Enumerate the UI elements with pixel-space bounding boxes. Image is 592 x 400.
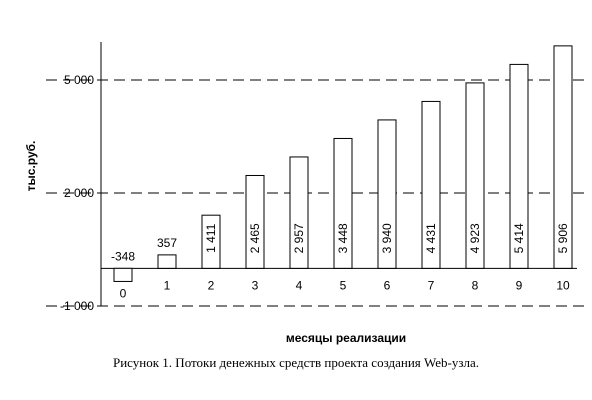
x-tick-label-8: 8 bbox=[472, 278, 479, 292]
x-tick-label-2: 2 bbox=[208, 278, 215, 292]
y-tick-label-1: 2 000 bbox=[64, 186, 94, 200]
bar-5 bbox=[333, 137, 353, 269]
x-tick-label-10: 10 bbox=[556, 278, 570, 292]
figure-caption: Рисунок 1. Потоки денежных средств проек… bbox=[113, 355, 479, 370]
x-tick-label-5: 5 bbox=[340, 278, 347, 292]
x-tick-label-1: 1 bbox=[164, 278, 171, 292]
value-label-10: 5 906 bbox=[556, 223, 570, 253]
x-tick-label-6: 6 bbox=[384, 278, 391, 292]
bar-7 bbox=[421, 100, 441, 269]
y-axis: -1 000 2 000 5 000 bbox=[60, 42, 577, 313]
value-label-3: 2 465 bbox=[248, 223, 262, 253]
y-axis-label: тыс.руб. bbox=[24, 141, 38, 192]
bar-0 bbox=[113, 267, 133, 282]
x-tick-labels: 0 1 2 3 4 5 6 7 8 9 10 bbox=[120, 278, 570, 300]
bar-1 bbox=[157, 254, 177, 269]
y-tick-label-0: -1 000 bbox=[60, 299, 94, 313]
x-tick-label-3: 3 bbox=[252, 278, 259, 292]
bar-10 bbox=[553, 45, 573, 269]
value-label-9: 5 414 bbox=[512, 223, 526, 253]
bar-8 bbox=[465, 82, 485, 269]
value-label-8: 4 923 bbox=[468, 223, 482, 253]
value-label-1: 357 bbox=[157, 236, 177, 250]
bar-4 bbox=[289, 156, 309, 269]
bars: -348 357 1 411 2 465 2 957 3 448 3 940 4 431 4 9… bbox=[111, 45, 573, 282]
x-axis-label: месяцы реализации bbox=[286, 331, 406, 345]
value-label-6: 3 940 bbox=[380, 223, 394, 253]
value-label-2: 1 411 bbox=[204, 223, 218, 252]
bar-6 bbox=[377, 119, 397, 269]
grid-lines bbox=[46, 79, 585, 307]
value-label-5: 3 448 bbox=[336, 223, 350, 253]
value-label-0: -348 bbox=[111, 249, 135, 263]
bar-3 bbox=[245, 174, 265, 269]
x-tick-label-4: 4 bbox=[296, 278, 303, 292]
value-label-7: 4 431 bbox=[424, 223, 438, 253]
bar-9 bbox=[509, 63, 529, 269]
x-tick-label-7: 7 bbox=[428, 278, 435, 292]
x-tick-label-9: 9 bbox=[516, 278, 523, 292]
value-label-4: 2 957 bbox=[292, 223, 306, 253]
y-tick-label-2: 5 000 bbox=[64, 73, 94, 87]
bar-2 bbox=[201, 214, 221, 269]
x-tick-label-0: 0 bbox=[120, 286, 127, 300]
